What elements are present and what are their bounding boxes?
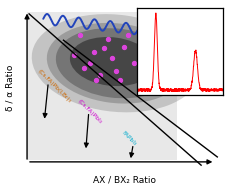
Point	[118, 78, 121, 81]
Point	[102, 47, 105, 50]
Point	[94, 78, 97, 81]
Point	[126, 34, 130, 37]
Point	[77, 34, 81, 37]
Text: FAPbI₃: FAPbI₃	[121, 130, 137, 147]
Point	[122, 45, 125, 48]
Ellipse shape	[70, 37, 154, 86]
Point	[132, 62, 136, 65]
Text: (Cs,FA)PbI₃: (Cs,FA)PbI₃	[76, 98, 102, 125]
Point	[87, 62, 91, 65]
Point	[138, 50, 142, 53]
Point	[82, 67, 85, 70]
Point	[110, 57, 113, 60]
Ellipse shape	[47, 23, 185, 104]
Point	[114, 70, 117, 73]
Text: δ / α Ratio: δ / α Ratio	[6, 65, 15, 111]
Point	[98, 73, 101, 76]
Bar	[27, 12, 176, 160]
Point	[71, 53, 75, 57]
Point	[92, 50, 95, 53]
Point	[146, 70, 150, 73]
Text: AX / BX₂ Ratio: AX / BX₂ Ratio	[92, 175, 155, 184]
Ellipse shape	[32, 14, 200, 112]
Text: (Cs,FA)Pb(I,Br)₃: (Cs,FA)Pb(I,Br)₃	[36, 69, 71, 104]
Point	[106, 37, 109, 40]
Ellipse shape	[56, 28, 176, 98]
